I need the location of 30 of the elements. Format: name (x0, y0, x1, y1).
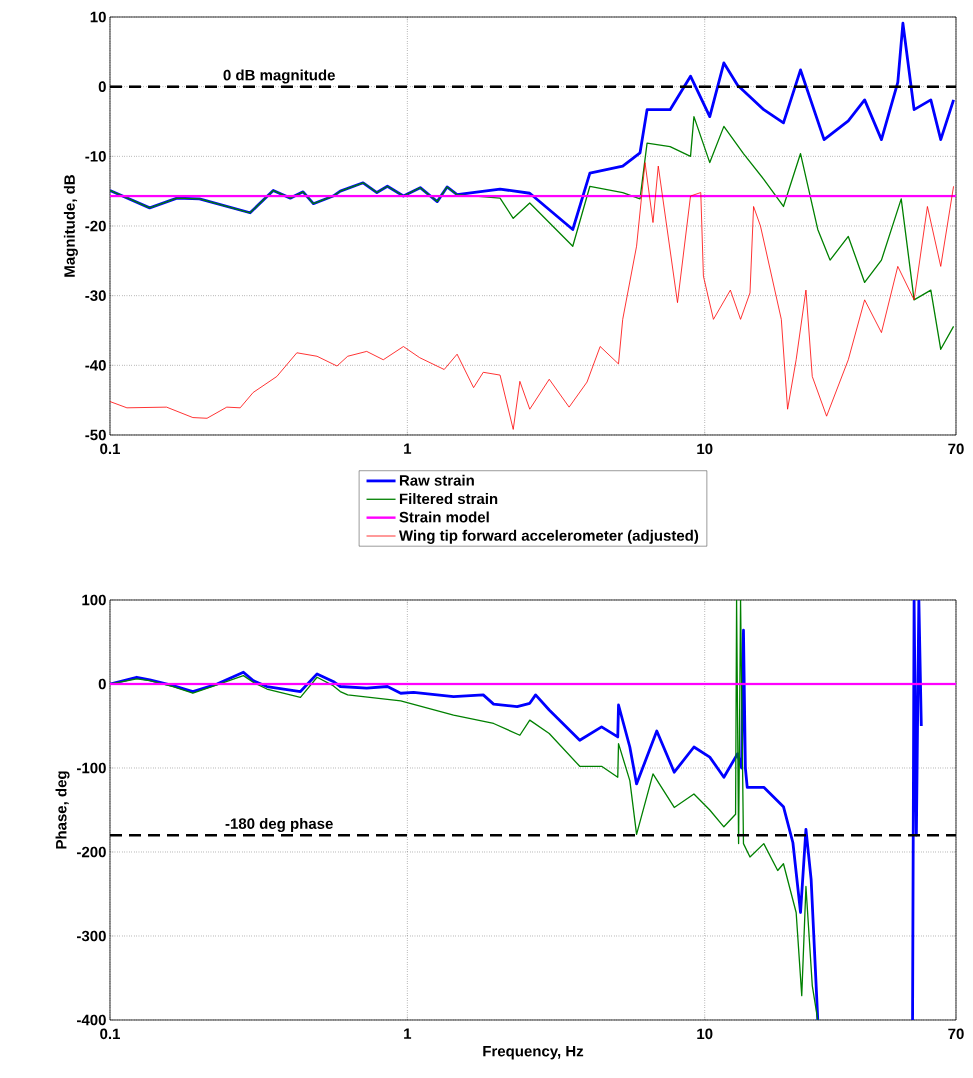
legend-label: Filtered strain (399, 493, 498, 505)
y-tick-label: -40 (85, 360, 106, 371)
y-tick-label: -100 (77, 762, 106, 774)
y-tick-label: 10 (90, 11, 106, 23)
x-tick-label: 10 (697, 1028, 713, 1040)
y-tick-label: 0 (98, 678, 106, 690)
y-tick-label: -30 (85, 290, 106, 301)
y-tick-label: -300 (77, 930, 106, 942)
x-tick-label: 70 (948, 443, 964, 455)
x-tick-label: 70 (948, 1028, 964, 1040)
legend-label: Strain model (399, 511, 489, 523)
ref-line-label: -180 deg phase (225, 817, 333, 832)
y-axis-title: Phase, deg (55, 771, 70, 849)
legend-label: Wing tip forward accelerometer (adjusted) (398, 529, 699, 544)
y-tick-label: -10 (85, 151, 106, 162)
y-tick-label: 0 (98, 81, 106, 92)
y-tick-label: -20 (85, 220, 106, 232)
x-tick-label: 1 (404, 1028, 412, 1039)
y-tick-label: -50 (85, 429, 106, 441)
x-axis-title: Frequency, Hz (483, 1046, 584, 1060)
y-tick-label: -200 (77, 846, 106, 858)
y-tick-label: 100 (82, 594, 106, 606)
x-tick-label: 0.1 (100, 443, 120, 455)
ref-line-label: 0 dB magnitude (223, 69, 335, 84)
x-tick-label: 1 (404, 443, 412, 454)
x-tick-label: 0.1 (100, 1028, 120, 1040)
y-axis-title: Magnitude, dB (63, 175, 78, 277)
y-tick-label: -400 (77, 1014, 106, 1026)
x-tick-label: 10 (697, 443, 713, 455)
legend-label: Raw strain (399, 474, 474, 486)
